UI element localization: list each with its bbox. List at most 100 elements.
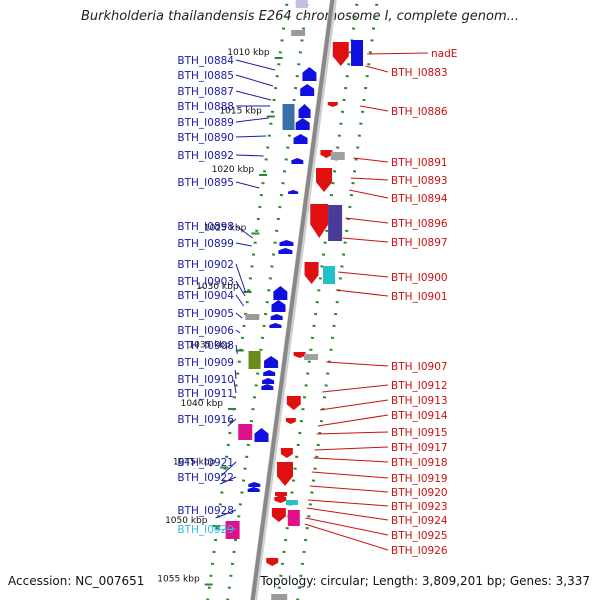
left-gene-label: BTH_I0889 <box>177 117 234 129</box>
feature-box-grey <box>245 314 260 320</box>
feature-box-grey <box>330 152 345 160</box>
right-label-leader <box>304 523 389 551</box>
reverse-gene-arrow <box>276 462 293 486</box>
left-label-leader <box>235 135 267 138</box>
left-label-leader <box>234 369 237 380</box>
left-gene-label: BTH_I0898 <box>177 221 234 233</box>
accession-label: Accession: NC_007651 <box>8 574 145 588</box>
right-label-leader <box>314 446 389 451</box>
forward-gene-arrow <box>278 248 293 254</box>
right-gene-label: BTH_I0900 <box>391 272 448 284</box>
right-gene-label: BTH_I0918 <box>391 457 448 469</box>
forward-gene-arrow <box>264 356 279 368</box>
kbp-tick-label: 1015 kbp <box>219 107 262 117</box>
left-gene-label: BTH_I0906 <box>177 325 234 337</box>
forward-gene-arrow <box>270 314 283 320</box>
right-label-leader <box>322 384 389 393</box>
right-gene-label: BTH_I0893 <box>391 175 448 187</box>
kbp-tick-label: 1035 kbp <box>188 341 231 351</box>
right-gene-label: BTH_I0923 <box>391 501 448 513</box>
left-gene-label: BTH_I0916 <box>177 414 234 426</box>
left-label-leader <box>235 344 238 355</box>
feature-box-olive <box>248 351 261 369</box>
feature-box-grey <box>271 594 288 600</box>
forward-gene-arrow <box>248 482 261 487</box>
topology-summary: Topology: circular; Length: 3,809,201 bp… <box>260 574 590 588</box>
left-gene-label: BTH_I0909 <box>177 357 234 369</box>
right-label-leader <box>319 399 389 411</box>
reverse-gene-arrow <box>271 508 286 522</box>
right-gene-label: BTH_I0894 <box>391 193 448 205</box>
forward-gene-arrow <box>254 428 269 442</box>
map-title: Burkholderia thailandensis E264 chromoso… <box>80 9 520 24</box>
right-gene-label: BTH_I0896 <box>391 218 448 230</box>
right-gene-label: BTH_I0924 <box>391 515 448 527</box>
forward-gene-arrow <box>269 323 282 328</box>
left-label-leader <box>235 312 243 319</box>
left-label-leader <box>219 476 237 485</box>
left-label-leader <box>235 263 247 293</box>
reverse-gene-arrow <box>304 262 319 284</box>
left-label-leader <box>235 90 272 101</box>
right-gene-label: BTH_I0925 <box>391 530 448 542</box>
forward-gene-arrow <box>273 286 288 300</box>
right-gene-label: BTH_I0912 <box>391 380 448 392</box>
right-gene-label: nadE <box>431 48 457 60</box>
right-label-leader <box>353 157 389 163</box>
left-gene-label: BTH_I0929 <box>177 524 234 536</box>
forward-gene-arrow <box>302 67 317 81</box>
feature-box-grey <box>304 354 319 360</box>
reverse-gene-arrow <box>293 352 306 358</box>
forward-gene-arrow <box>293 134 308 144</box>
right-label-leader <box>309 485 389 493</box>
right-label-leader <box>349 189 389 199</box>
right-label-leader <box>365 65 389 73</box>
right-gene-label: BTH_I0919 <box>391 473 448 485</box>
feature-box-grey <box>291 30 306 36</box>
left-gene-label: BTH_I0905 <box>177 308 234 320</box>
reverse-gene-arrow <box>316 168 333 192</box>
right-label-leader <box>345 217 389 224</box>
right-gene-label: BTH_I0915 <box>391 427 448 439</box>
right-gene-label: BTH_I0897 <box>391 237 448 249</box>
right-label-leader <box>313 457 389 463</box>
left-gene-label: BTH_I0890 <box>177 132 234 144</box>
left-label-leader <box>235 242 252 247</box>
right-label-leader <box>317 414 389 427</box>
forward-gene-arrow <box>279 240 294 246</box>
gene-block-purple <box>328 205 343 241</box>
reverse-gene-arrow <box>332 42 349 66</box>
chromosome-backbone <box>250 0 335 600</box>
forward-gene-arrow <box>288 190 299 194</box>
right-label-leader <box>342 237 389 243</box>
feature-box-lavender <box>295 0 308 8</box>
right-gene-label: BTH_I0886 <box>391 106 448 118</box>
right-label-leader <box>360 105 389 112</box>
forward-gene-block <box>351 40 364 66</box>
right-gene-label: BTH_I0917 <box>391 442 448 454</box>
right-label-leader <box>311 471 389 479</box>
left-label-leader <box>235 59 276 71</box>
left-gene-label: BTH_I0887 <box>177 86 234 98</box>
feature-box-cyan <box>323 266 336 284</box>
left-gene-label: BTH_I0922 <box>177 472 234 484</box>
left-label-leader <box>235 154 264 157</box>
kbp-tick-label: 1040 kbp <box>181 399 224 409</box>
kbp-tick-label: 1020 kbp <box>212 165 255 175</box>
right-gene-label: BTH_I0907 <box>391 361 448 373</box>
left-label-leader <box>235 280 246 297</box>
left-gene-label: BTH_I0910 <box>177 374 234 386</box>
right-label-leader <box>350 177 389 181</box>
reverse-gene-arrow <box>310 204 329 238</box>
right-label-leader <box>367 52 429 55</box>
reverse-gene-arrow <box>286 396 301 410</box>
feature-box-steelblue <box>282 104 295 130</box>
right-label-leader <box>326 361 389 367</box>
left-label-leader <box>235 294 245 307</box>
right-gene-label: BTH_I0914 <box>391 410 448 422</box>
kbp-tick-label: 1025 kbp <box>204 224 247 234</box>
forward-gene-arrow <box>261 384 274 390</box>
kbp-tick-label: 1050 kbp <box>165 516 208 526</box>
left-label-leader <box>235 117 269 123</box>
